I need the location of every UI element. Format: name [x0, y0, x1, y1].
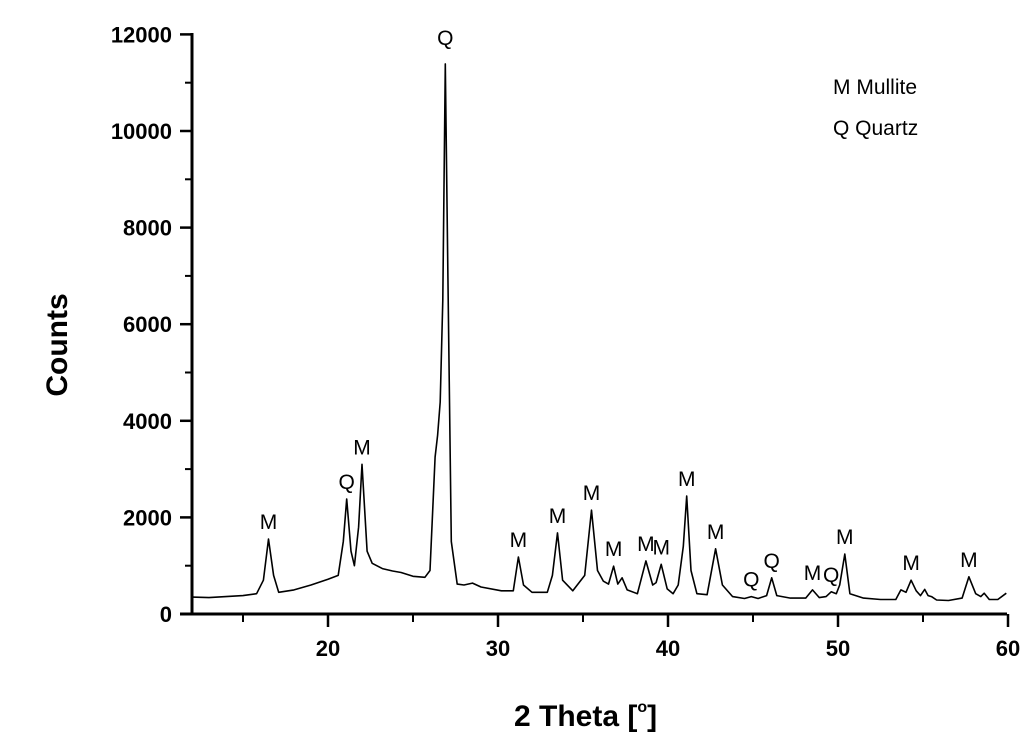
- y-axis-ticks: 0 2000 4000 6000 8000 10000 12000: [111, 22, 192, 627]
- y-tick-label: 0: [160, 602, 172, 627]
- quartz-peak-label: Q: [743, 569, 759, 592]
- mullite-peak-label: M: [902, 552, 920, 575]
- x-axis-title-close: ]: [647, 700, 657, 733]
- x-axis-title-main: 2 Theta [: [514, 700, 637, 733]
- x-tick-label: 20: [316, 636, 340, 661]
- quartz-peak-label: Q: [437, 27, 453, 50]
- y-tick-label: 8000: [123, 216, 172, 241]
- y-tick-label: 2000: [123, 505, 172, 530]
- x-axis-ticks: 20 30 40 50 60: [242, 614, 1020, 661]
- y-axis-title: Counts: [41, 293, 74, 396]
- quartz-peak-label: Q: [823, 564, 839, 587]
- mullite-peak-label: M: [583, 482, 601, 505]
- mullite-peak-label: M: [836, 526, 854, 549]
- x-tick-label: 60: [996, 636, 1020, 661]
- mullite-peak-label: M: [637, 533, 655, 556]
- mullite-peak-label: M: [652, 536, 670, 559]
- degree-symbol: o: [637, 699, 647, 716]
- mullite-peak-label: M: [678, 468, 696, 491]
- y-tick-label: 4000: [123, 409, 172, 434]
- mullite-peak-label: M: [260, 511, 278, 534]
- legend: M Mullite Q Quartz: [833, 76, 918, 140]
- mullite-peak-label: M: [353, 436, 371, 459]
- mullite-peak-label: M: [804, 562, 822, 585]
- y-tick-label: 6000: [123, 312, 172, 337]
- y-tick-label: 12000: [111, 22, 172, 47]
- mullite-peak-label: M: [510, 529, 528, 552]
- x-tick-label: 30: [486, 636, 510, 661]
- quartz-peak-label: Q: [339, 471, 355, 494]
- x-axis-title: 2 Theta [o]: [514, 699, 657, 733]
- quartz-peak-label: Q: [764, 550, 780, 573]
- mullite-peak-label: M: [960, 549, 978, 572]
- x-tick-label: 50: [826, 636, 850, 661]
- mullite-peak-label: M: [707, 521, 725, 544]
- xrd-pattern-line: [191, 63, 1007, 602]
- x-tick-label: 40: [656, 636, 680, 661]
- legend-item-mullite: M Mullite: [833, 76, 917, 99]
- mullite-peak-label: M: [549, 505, 567, 528]
- mullite-peak-label: M: [605, 538, 623, 561]
- legend-item-quartz: Q Quartz: [833, 117, 918, 140]
- y-tick-label: 10000: [111, 119, 172, 144]
